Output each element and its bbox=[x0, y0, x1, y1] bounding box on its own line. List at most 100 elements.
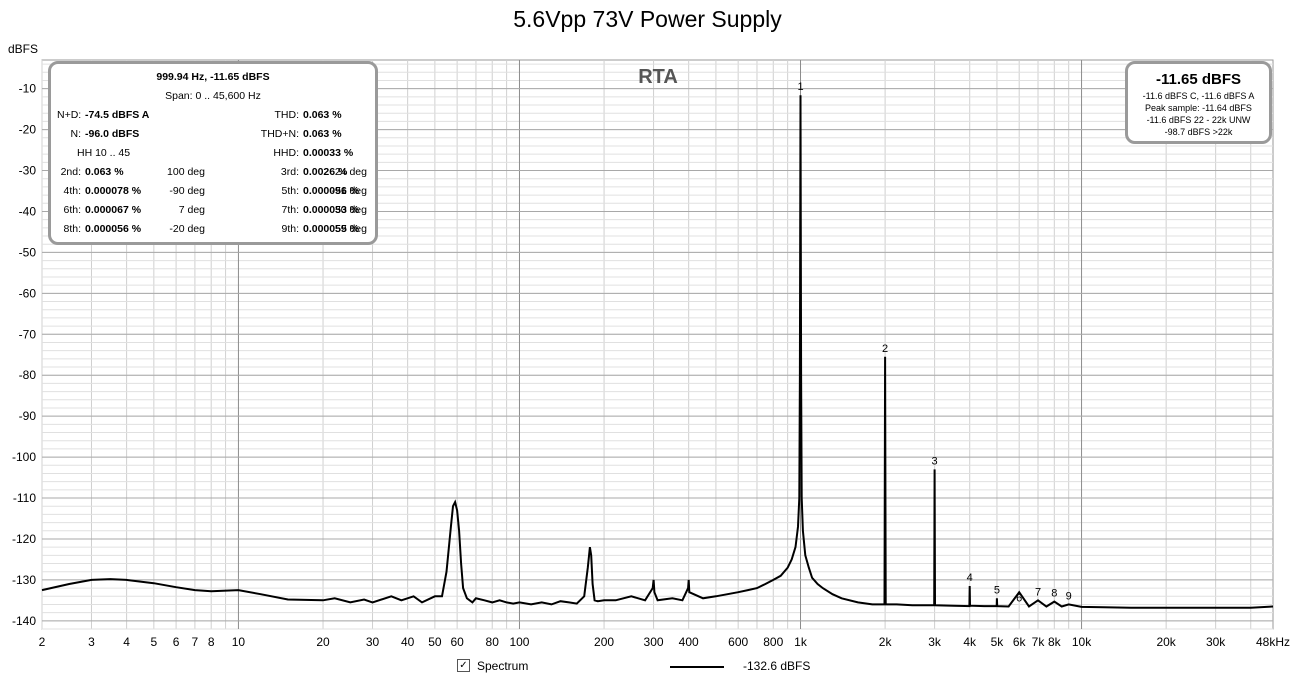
y-axis-label: dBFS bbox=[8, 42, 39, 56]
chart-title: 5.6Vpp 73V Power Supply bbox=[513, 6, 782, 32]
x-tick-label: 200 bbox=[594, 635, 614, 649]
x-tick-label: 300 bbox=[644, 635, 664, 649]
spectrum-legend-label: Spectrum bbox=[477, 659, 529, 673]
harmonic-phase: 24 deg bbox=[334, 166, 367, 178]
x-tick-label: 3k bbox=[928, 635, 942, 649]
y-tick-label: -20 bbox=[19, 123, 37, 137]
harmonic-marker-label: 9 bbox=[1066, 590, 1072, 602]
level-peak-sample: Peak sample: -11.64 dBFS bbox=[1145, 103, 1252, 113]
x-tick-label: 30 bbox=[366, 635, 380, 649]
x-tick-label: 40 bbox=[401, 635, 415, 649]
harmonic-marker-label: 2 bbox=[882, 343, 888, 355]
x-tick-label: 800 bbox=[763, 635, 783, 649]
harmonic-phase: -90 deg bbox=[169, 185, 205, 197]
thd-label: THD: bbox=[274, 109, 300, 121]
harmonic-phase: 59 deg bbox=[334, 223, 367, 235]
harmonic-marker-label: 5 bbox=[994, 584, 1000, 596]
harmonic-label: 7th: bbox=[281, 204, 299, 216]
x-tick-label: 2 bbox=[39, 635, 46, 649]
x-tick-label: 2k bbox=[879, 635, 893, 649]
thdn-value: 0.063 % bbox=[303, 128, 342, 140]
x-tick-label: 60 bbox=[450, 635, 464, 649]
harmonic-marker-label: 8 bbox=[1051, 588, 1057, 600]
harmonic-value: 0.000055 % bbox=[303, 223, 360, 235]
harmonic-marker-label: 4 bbox=[967, 572, 973, 584]
distortion-info-box[interactable]: 999.94 Hz, -11.65 dBFS Span: 0 .. 45,600… bbox=[48, 61, 378, 245]
x-tick-label: 8k bbox=[1048, 635, 1062, 649]
x-tick-label: 10k bbox=[1072, 635, 1092, 649]
x-tick-label: 4k bbox=[963, 635, 977, 649]
harmonic-label: 4th: bbox=[63, 185, 81, 197]
harmonic-value: 0.000056 % bbox=[303, 185, 360, 197]
harmonic-label: 8th: bbox=[63, 223, 81, 235]
harmonic-value: 0.0026 % bbox=[303, 166, 348, 178]
x-tick-label: 10 bbox=[232, 635, 246, 649]
harmonic-value: 0.000053 % bbox=[303, 204, 360, 216]
x-tick-label: 7 bbox=[192, 635, 199, 649]
spectrum-series-line bbox=[41, 95, 1274, 609]
level-main-value: -11.65 dBFS bbox=[1155, 71, 1242, 88]
harmonic-value: 0.063 % bbox=[85, 166, 124, 178]
x-tick-label: 20k bbox=[1156, 635, 1176, 649]
hh-range-label: HH 10 .. 45 bbox=[77, 147, 131, 159]
level-meter-box[interactable]: -11.65 dBFS -11.6 dBFS C, -11.6 dBFS A P… bbox=[1125, 61, 1272, 144]
x-tick-label: 6k bbox=[1013, 635, 1027, 649]
y-tick-label: -100 bbox=[12, 450, 36, 464]
x-tick-label: 20 bbox=[316, 635, 330, 649]
x-tick-labels: 2 3 4 5 6 7 8 10 20 30 40 50 60 80 100 200 300 400 600 800 1… bbox=[39, 635, 1290, 649]
hhd-label: HHD: bbox=[273, 147, 299, 159]
y-tick-label: -140 bbox=[12, 614, 36, 628]
x-tick-label: 48kHz bbox=[1256, 635, 1290, 649]
harmonic-phase: 100 deg bbox=[167, 166, 205, 178]
y-tick-label: -70 bbox=[19, 327, 37, 341]
level-weighted-values: -11.6 dBFS C, -11.6 dBFS A bbox=[1142, 91, 1255, 101]
x-tick-label: 400 bbox=[679, 635, 699, 649]
harmonic-label: 3rd: bbox=[280, 166, 299, 178]
n-value: -96.0 dBFS bbox=[85, 128, 140, 140]
x-tick-label: 600 bbox=[728, 635, 748, 649]
spectrum-legend-value: -132.6 dBFS bbox=[743, 659, 811, 673]
x-tick-label: 5k bbox=[991, 635, 1005, 649]
y-tick-label: -120 bbox=[12, 532, 36, 546]
harmonic-phase: -20 deg bbox=[169, 223, 205, 235]
y-tick-label: -50 bbox=[19, 245, 37, 259]
y-tick-label: -130 bbox=[12, 573, 36, 587]
x-tick-label: 8 bbox=[208, 635, 215, 649]
info-frequency-level: 999.94 Hz, -11.65 dBFS bbox=[156, 71, 270, 83]
harmonic-label: 9th: bbox=[281, 223, 299, 235]
harmonic-marker-label: 3 bbox=[932, 455, 938, 467]
y-tick-label: -30 bbox=[19, 164, 37, 178]
spectrum-legend-swatch bbox=[670, 666, 724, 668]
info-span: Span: 0 .. 45,600 Hz bbox=[165, 90, 261, 102]
level-above-22k: -98.7 dBFS >22k bbox=[1164, 127, 1233, 137]
x-tick-label: 5 bbox=[150, 635, 157, 649]
hhd-value: 0.00033 % bbox=[303, 147, 354, 159]
harmonic-value: 0.000056 % bbox=[85, 223, 142, 235]
y-tick-label: -10 bbox=[19, 82, 37, 96]
level-unweighted-band: -11.6 dBFS 22 - 22k UNW bbox=[1146, 115, 1251, 125]
harmonic-marker-label: 7 bbox=[1035, 586, 1041, 598]
y-tick-label: -40 bbox=[19, 204, 37, 218]
harmonic-value: 0.000067 % bbox=[85, 204, 142, 216]
harmonic-label: 6th: bbox=[63, 204, 81, 216]
thdn-label: THD+N: bbox=[260, 128, 299, 140]
harmonic-marker-label: 6 bbox=[1016, 592, 1022, 604]
nd-value: -74.5 dBFS A bbox=[85, 109, 150, 121]
x-tick-label: 6 bbox=[173, 635, 180, 649]
harmonic-label: 2nd: bbox=[60, 166, 81, 178]
y-tick-label: -60 bbox=[19, 286, 37, 300]
harmonic-marker-label: 1 bbox=[797, 81, 803, 93]
harmonic-phase: -91 deg bbox=[331, 185, 367, 197]
y-tick-label: -90 bbox=[19, 409, 37, 423]
n-label: N: bbox=[70, 128, 82, 140]
harmonic-value: 0.000078 % bbox=[85, 185, 142, 197]
y-tick-labels: -10 -20 -30 -40 -50 -60 -70 -80 -90 -100 -110 -120 -… bbox=[12, 82, 36, 628]
harmonic-phase: 7 deg bbox=[178, 204, 205, 216]
x-tick-label: 7k bbox=[1032, 635, 1046, 649]
x-tick-label: 1k bbox=[794, 635, 808, 649]
thd-value: 0.063 % bbox=[303, 109, 342, 121]
rta-label: RTA bbox=[638, 66, 678, 88]
harmonic-label: 5th: bbox=[281, 185, 299, 197]
x-tick-label: 80 bbox=[486, 635, 500, 649]
spectrum-checkbox[interactable]: ✓ bbox=[457, 659, 470, 672]
